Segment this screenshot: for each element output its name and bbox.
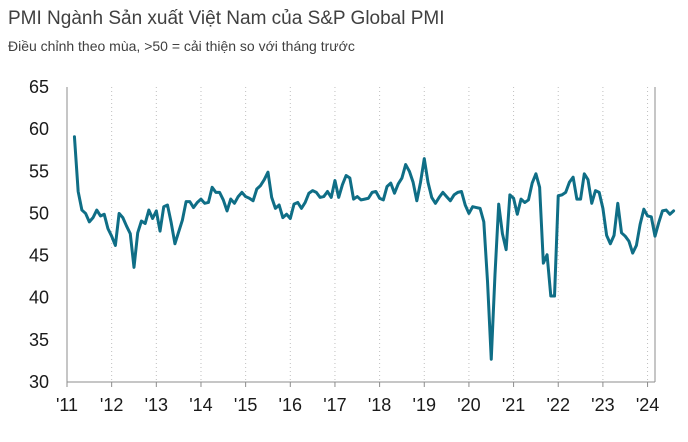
x-tick-label: '19	[413, 395, 436, 415]
y-tick-label: 30	[29, 372, 49, 392]
gridlines	[111, 87, 649, 382]
y-tick-label: 60	[29, 119, 49, 139]
x-tick-label: '17	[323, 395, 346, 415]
x-tick-label: '14	[189, 395, 212, 415]
y-tick-label: 50	[29, 203, 49, 223]
y-tick-label: 55	[29, 161, 49, 181]
y-axis-ticks: 30 35 40 45 50 55 60 65	[29, 77, 49, 392]
x-tick-label: '18	[368, 395, 391, 415]
y-tick-label: 35	[29, 330, 49, 350]
chart-subtitle: Điều chỉnh theo mùa, >50 = cải thiện so …	[8, 38, 355, 54]
y-tick-label: 40	[29, 288, 49, 308]
y-tick-label: 65	[29, 77, 49, 97]
x-tick-label: '11	[56, 395, 78, 415]
x-tick-label: '21	[502, 395, 525, 415]
x-axis-ticks: '11 '12 '13 '14 '15 '16 '17 '18 '19 '20 '21 '22 '23 '…	[56, 382, 659, 415]
x-tick-label: '22	[547, 395, 570, 415]
x-tick-label: '23	[591, 395, 614, 415]
x-tick-label: '20	[457, 395, 480, 415]
x-tick-label: '15	[234, 395, 257, 415]
y-tick-label: 45	[29, 246, 49, 266]
x-tick-label: '16	[279, 395, 302, 415]
chart-title: PMI Ngành Sản xuất Việt Nam của S&P Glob…	[8, 8, 445, 29]
x-tick-label: '13	[145, 395, 168, 415]
series-line-pmi	[72, 135, 676, 361]
x-tick-label: '12	[100, 395, 123, 415]
x-tick-label: '24	[636, 395, 659, 415]
